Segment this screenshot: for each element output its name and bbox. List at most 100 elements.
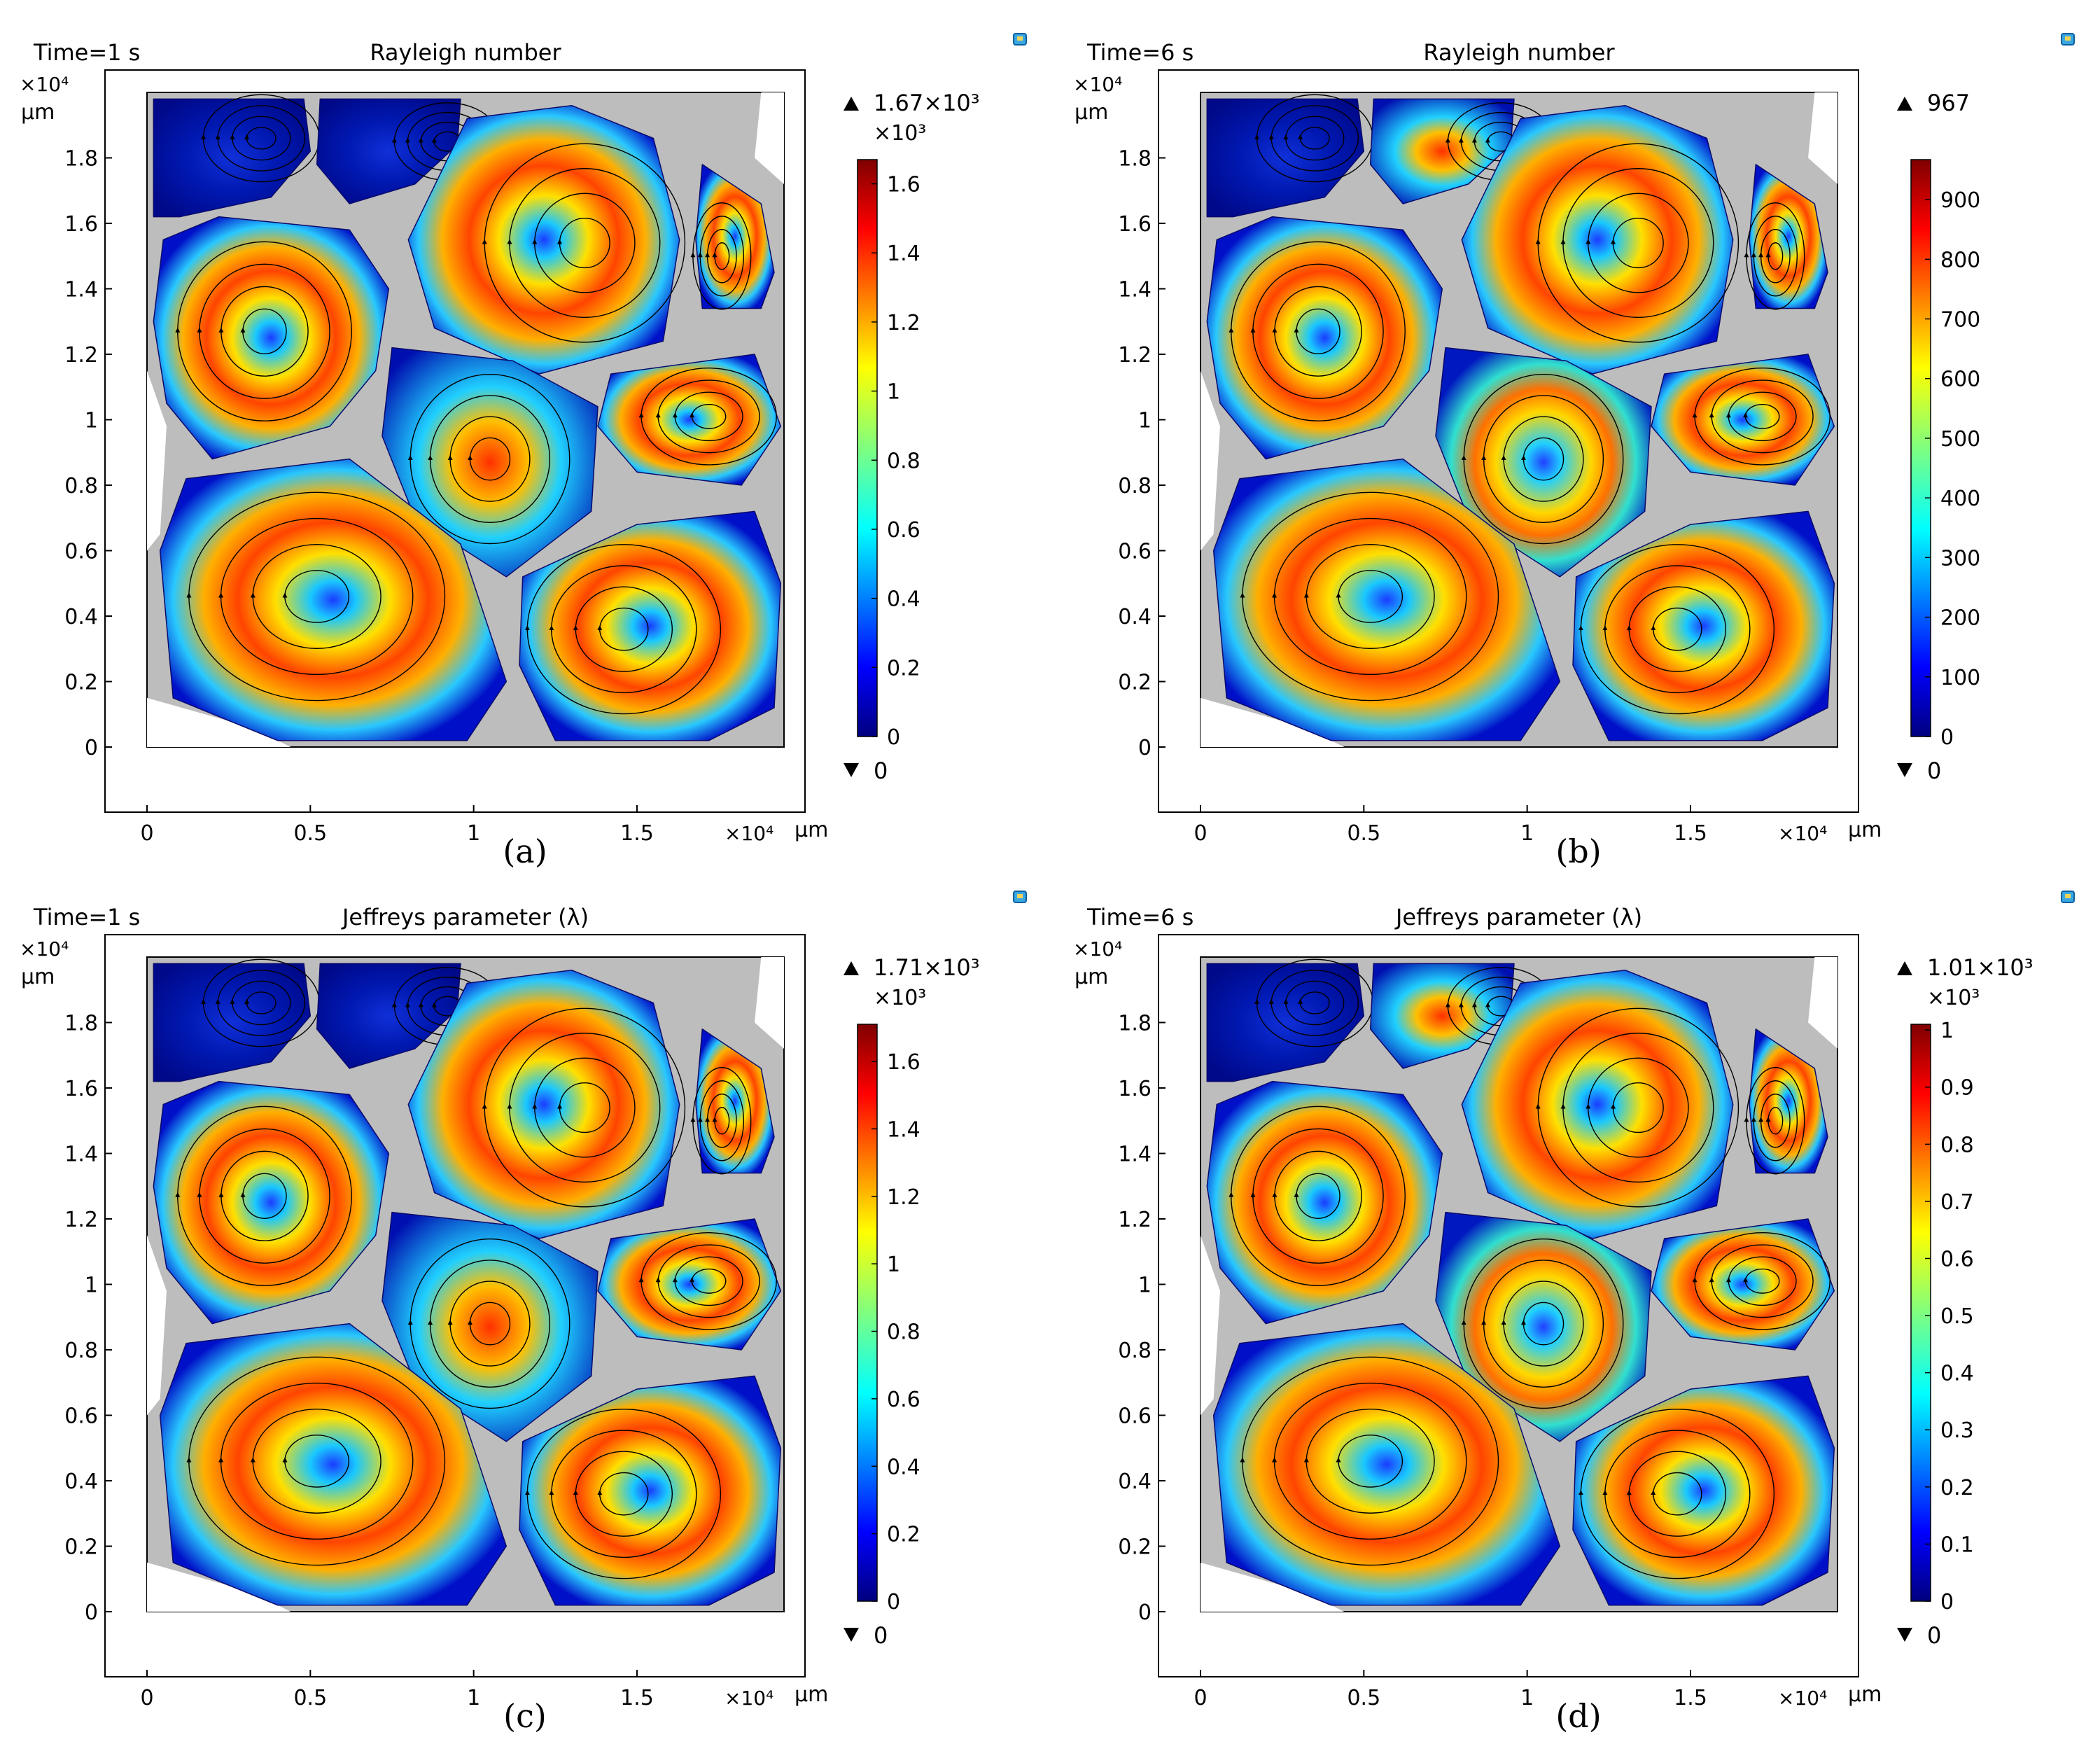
y-tick-label: 1 (1138, 409, 1152, 433)
panel-caption: (b) (1555, 832, 1601, 870)
convection-cell (1461, 969, 1734, 1239)
colorbar-tick-label: 200 (1940, 606, 1980, 631)
void-region (147, 1562, 291, 1612)
y-tick-label: 1.6 (1118, 1077, 1152, 1101)
colorbar-tick-label: 1.6 (887, 1050, 920, 1075)
convection-cell (1212, 458, 1561, 741)
y-tick-label: 1.2 (1118, 1208, 1152, 1232)
plot-title: Jeffreys parameter (λ) (341, 904, 589, 930)
max-marker-icon (1897, 97, 1912, 111)
colorbar-tick-label: 0.2 (887, 1523, 920, 1547)
colorbar-max-label: 1.71×10³ (874, 954, 980, 981)
y-tick-label: 0.4 (1118, 605, 1152, 629)
colorbar-tick-label: 0.6 (1940, 1247, 1974, 1271)
convection-cell (1369, 963, 1515, 1069)
colorbar-tick-label: 0 (887, 725, 900, 750)
max-marker-icon (844, 97, 859, 111)
export-icon[interactable] (1013, 891, 1027, 903)
y-tick-label: 1.6 (64, 1077, 98, 1101)
x-tick-label: 1.5 (620, 1686, 654, 1710)
x-exponent-label: ×10⁴ (1778, 1687, 1827, 1710)
y-tick-label: 0.8 (1118, 474, 1152, 498)
x-tick-label: 0.5 (293, 821, 327, 846)
colorbar-tick-label: 800 (1940, 248, 1980, 272)
x-tick-label: 0.5 (293, 1686, 327, 1710)
colorbar: 1.67×10³ ×10³ 0 0 0.2 0.4 0.6 0.8 1 1.2 1.4 1.6 (844, 90, 980, 784)
colorbar: 967 0 0 100 200 300 400 500 600 700 800 900 (1897, 90, 1980, 784)
convection-cell (695, 1028, 775, 1174)
y-exponent-label: ×10⁴ (1073, 937, 1122, 961)
colorbar-tick-label: 0.2 (1940, 1476, 1974, 1500)
y-unit-label: μm (1074, 965, 1108, 989)
time-label: Time=6 s (1086, 39, 1194, 66)
convection-cell (1206, 1080, 1443, 1325)
plot-area: 0 0.2 0.4 0.6 0.8 1 1.2 1.4 1.6 1.8 0 0.5 1 1.5 (64, 69, 806, 846)
panel-caption: (a) (503, 832, 547, 870)
colorbar-tick-label: 0.8 (887, 449, 920, 473)
x-tick-label: 1 (1520, 1686, 1534, 1710)
y-tick-label: 0.2 (1118, 671, 1152, 695)
y-tick-label: 0 (85, 736, 98, 760)
panel-caption: (c) (503, 1697, 547, 1735)
colorbar-tick-label: 100 (1940, 666, 1980, 690)
x-tick-label: 0 (1194, 821, 1207, 846)
min-marker-icon (844, 1628, 859, 1642)
y-tick-label: 0.4 (64, 1470, 98, 1494)
x-unit-label: μm (1848, 818, 1882, 842)
convection-cell (1206, 216, 1443, 460)
colorbar-tick-label: 1 (1940, 1019, 1954, 1043)
colorbar-tick-label: 0.4 (887, 1455, 920, 1479)
convection-cell (1461, 104, 1734, 375)
y-tick-label: 0.6 (64, 540, 98, 564)
convection-cell (1212, 1323, 1561, 1606)
colorbar-gradient (857, 1024, 878, 1602)
colorbar-tick-label: 1.4 (887, 242, 920, 266)
void-region (1200, 370, 1220, 551)
panel-c: Time=1 s Jeffreys parameter (λ) 0 0.2 0.4 0.6… (20, 891, 1027, 1735)
y-tick-label: 0.6 (1118, 540, 1152, 564)
void-region (147, 1235, 167, 1416)
y-tick-label: 0 (1138, 1600, 1152, 1625)
colorbar-tick-label: 1.2 (887, 1185, 920, 1210)
colorbar-tick-label: 1.2 (887, 311, 920, 335)
colorbar-max-label: 1.01×10³ (1927, 954, 2033, 981)
max-marker-icon (1897, 961, 1912, 975)
convection-cell (1435, 1211, 1652, 1442)
export-icon[interactable] (2061, 33, 2075, 46)
convection-cell (597, 354, 782, 486)
colorbar-exponent-label: ×10³ (1927, 986, 1980, 1010)
colorbar-gradient (1910, 1024, 1931, 1602)
y-unit-label: μm (21, 100, 55, 125)
colorbar-tick-label: 0.1 (1940, 1533, 1974, 1557)
void-region (1200, 1562, 1345, 1612)
colorbar-tick-label: 1 (887, 380, 900, 405)
colorbar-tick-label: 900 (1940, 188, 1980, 213)
y-tick-label: 1 (85, 409, 98, 433)
y-tick-label: 0.2 (64, 1535, 98, 1560)
y-tick-label: 1.8 (64, 147, 98, 172)
convection-cell (1749, 164, 1828, 309)
convection-cell (1572, 1375, 1835, 1606)
colorbar-min-label: 0 (1927, 758, 1941, 784)
colorbar-tick-label: 0.9 (1940, 1076, 1974, 1101)
x-unit-label: μm (794, 818, 828, 842)
convection-cell (153, 98, 312, 218)
y-tick-label: 0.4 (1118, 1470, 1152, 1494)
export-icon[interactable] (1013, 33, 1027, 46)
colorbar-tick-label: 0 (1940, 725, 1954, 750)
void-region (1200, 1235, 1220, 1416)
plot-title: Rayleigh number (1423, 39, 1615, 66)
plot-area: 0 0.2 0.4 0.6 0.8 1 1.2 1.4 1.6 1.8 0 0.5 1 1.5 (64, 934, 806, 1710)
y-tick-label: 1.8 (64, 1012, 98, 1036)
convection-cell (1369, 98, 1515, 204)
convection-cell (382, 347, 598, 578)
axes-frame (104, 69, 806, 813)
y-tick-label: 0.2 (64, 671, 98, 695)
export-icon[interactable] (2061, 891, 2075, 903)
colorbar-tick-label: 300 (1940, 546, 1980, 571)
convection-cell (1572, 510, 1835, 741)
y-tick-label: 0 (1138, 736, 1152, 760)
colorbar-gradient (1910, 159, 1931, 737)
x-exponent-label: ×10⁴ (1778, 822, 1827, 845)
plot-area: 0 0.2 0.4 0.6 0.8 1 1.2 1.4 1.6 1.8 0 0.5 1 1.5 (1118, 69, 1859, 846)
